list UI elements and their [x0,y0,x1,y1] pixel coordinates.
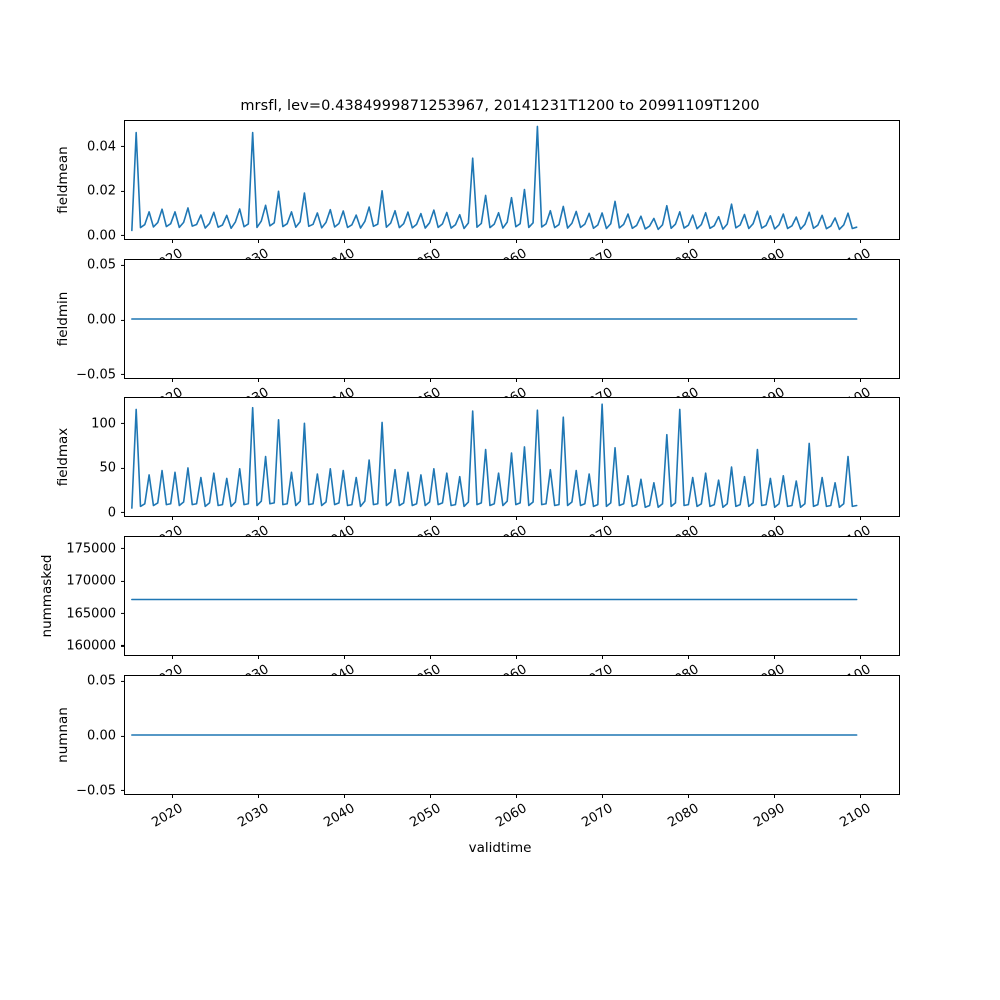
x-tick-mark-numnan-2 [344,794,346,798]
y-tick-numnan-2: 0.05 [87,674,125,689]
x-tick-mark-nummasked-4 [516,655,518,659]
x-tick-mark-fieldmean-4 [516,239,518,243]
y-tick-fieldmean-0: 0.00 [87,228,125,243]
x-tick-mark-nummasked-7 [773,655,775,659]
panel-fieldmax: fieldmax05010020202030204020502060207020… [55,397,900,553]
y-tick-numnan-1: 0.00 [87,729,125,744]
y-tick-fieldmin-0: −0.05 [76,367,125,382]
x-tick-mark-fieldmean-7 [773,239,775,243]
x-tick-mark-fieldmax-3 [430,516,432,520]
x-tick-mark-nummasked-0 [172,655,174,659]
x-tick-mark-fieldmin-2 [344,378,346,382]
x-tick-label-numnan-6: 2080 [665,801,702,831]
panel-numnan: numnan −0.05 0.00 0.05 2020 2030 2040 2050 2060 2… [55,674,900,831]
x-tick-mark-nummasked-6 [687,655,690,659]
x-tick-mark-fieldmin-8 [859,378,861,382]
x-tick-mark-fieldmin-3 [430,378,432,382]
x-tick-mark-nummasked-5 [601,655,604,659]
y-tick-nummasked-2: 170000 [66,574,125,589]
x-tick-mark-fieldmin-5 [601,378,604,382]
x-tick-mark-fieldmean-8 [859,239,861,243]
plot-area-nummasked [125,537,899,655]
x-tick-mark-fieldmin-6 [687,378,690,382]
x-tick-mark-fieldmin-4 [516,378,518,382]
x-tick-mark-nummasked-2 [344,655,346,659]
y-tick-nummasked-0: 160000 [66,638,125,653]
plot-area-fieldmax [125,398,899,516]
x-tick-mark-fieldmin-1 [258,378,260,382]
x-tick-mark-fieldmean-0 [172,239,174,243]
x-tick-mark-fieldmax-1 [258,516,260,520]
panel-fieldmin: fieldmin−0.050.000.052020203020402050206… [55,258,900,415]
y-axis-label-numnan: numnan [55,707,71,763]
x-tick-mark-fieldmin-0 [172,378,174,382]
plot-area-fieldmin [125,260,899,378]
panel-fieldmean: fieldmean0.000.020.042020203020402050206… [55,120,900,276]
x-tick-mark-numnan-4 [516,794,518,798]
x-tick-mark-fieldmean-2 [344,239,346,243]
x-tick-label-numnan-5: 2070 [579,801,616,831]
y-tick-fieldmin-2: 0.05 [87,258,125,273]
x-tick-mark-numnan-0 [172,794,174,798]
x-tick-mark-fieldmax-6 [687,516,690,520]
x-tick-mark-numnan-8 [859,794,861,798]
x-tick-mark-nummasked-3 [430,655,432,659]
y-tick-numnan-0: −0.05 [76,783,125,798]
x-tick-label-numnan-1: 2030 [235,801,272,831]
x-tick-mark-fieldmax-5 [601,516,604,520]
data-line-fieldmean [132,126,857,230]
x-tick-mark-numnan-3 [430,794,432,798]
x-tick-mark-fieldmean-1 [258,239,260,243]
x-tick-label-numnan-2: 2040 [321,801,358,831]
x-tick-label-numnan-7: 2090 [751,801,788,831]
x-tick-mark-fieldmax-0 [172,516,174,520]
x-tick-mark-nummasked-8 [859,655,861,659]
x-tick-mark-numnan-7 [773,794,775,798]
y-axis-label-fieldmax: fieldmax [55,427,71,487]
x-tick-mark-fieldmax-7 [773,516,775,520]
y-axis-label-nummasked: nummasked [39,554,55,638]
x-tick-mark-fieldmax-4 [516,516,518,520]
x-tick-mark-fieldmean-5 [601,239,604,243]
x-tick-mark-numnan-1 [258,794,260,798]
x-axis-label: validtime [468,840,532,856]
x-tick-label-numnan-3: 2050 [407,801,444,831]
y-axis-label-fieldmean: fieldmean [55,146,71,214]
figure-title: mrsfl, lev=0.4384999871253967, 20141231T… [240,98,760,114]
y-tick-nummasked-1: 165000 [66,606,125,621]
x-tick-label-numnan-8: 2100 [837,801,874,831]
x-tick-mark-fieldmin-7 [773,378,775,382]
x-tick-mark-numnan-6 [687,794,690,798]
panel-nummasked: nummasked1600001650001700001750002020203… [39,536,900,692]
y-tick-fieldmax-2: 100 [91,416,125,431]
x-tick-label-numnan-0: 2020 [149,801,186,831]
y-tick-fieldmean-1: 0.02 [87,184,125,199]
x-tick-mark-fieldmax-8 [859,516,861,520]
x-tick-mark-numnan-5 [601,794,604,798]
plot-area-numnan [125,676,899,794]
y-tick-fieldmax-1: 50 [99,461,125,476]
x-tick-mark-nummasked-1 [258,655,260,659]
y-tick-nummasked-3: 175000 [66,541,125,556]
y-tick-fieldmean-2: 0.04 [87,139,125,154]
y-axis-label-fieldmin: fieldmin [55,291,71,347]
plot-area-fieldmean [125,121,899,239]
x-tick-label-numnan-4: 2060 [493,801,530,831]
y-tick-fieldmin-1: 0.00 [87,313,125,328]
x-tick-mark-fieldmax-2 [344,516,346,520]
data-line-fieldmax [132,404,857,508]
y-tick-fieldmax-0: 0 [108,505,125,520]
x-tick-mark-fieldmean-6 [687,239,690,243]
x-tick-mark-fieldmean-3 [430,239,432,243]
